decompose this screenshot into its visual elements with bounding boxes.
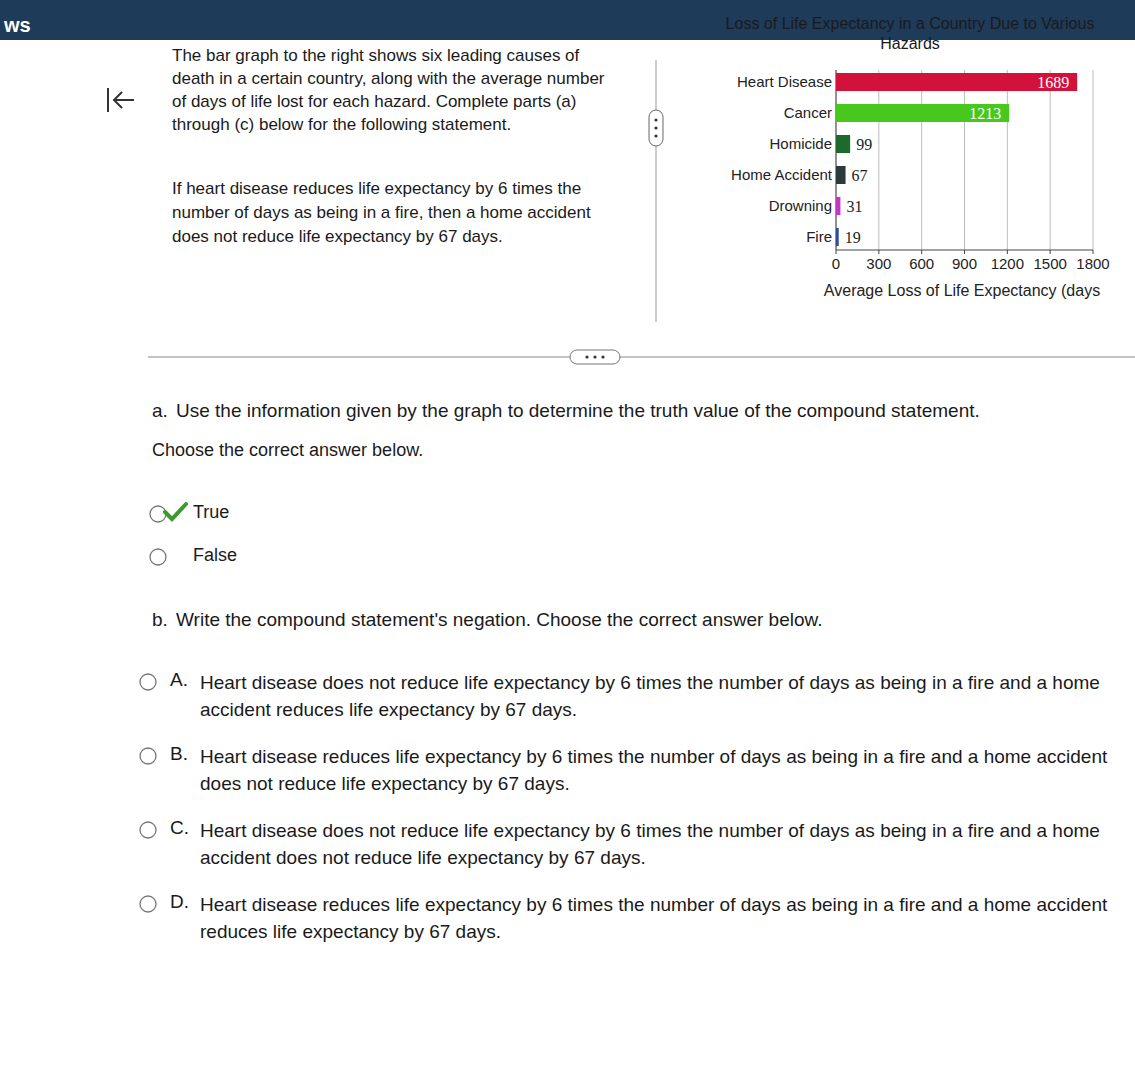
question-prompt: The bar graph to the right shows six lea… [172,44,612,136]
tick-label: 0 [832,255,840,272]
option-text[interactable]: Heart disease does not reduce life expec… [200,817,1120,871]
radio-circle[interactable] [140,822,156,838]
part-question: Write the compound statement's negation.… [176,609,1126,631]
handle-dot [654,118,657,121]
y-axis-line [836,70,837,250]
option-text[interactable]: Heart disease reduces life expectancy by… [200,891,1120,945]
data-label: 1213 [969,105,1001,122]
chart: 0 300 600 900 1200 1500 1800 Heart Disease 1689 C… [731,70,1110,299]
tick-mark [836,250,837,254]
chart-title: Loss of Life Expectancy in a Country Due… [715,14,1105,54]
option-text[interactable]: Heart disease reduces life expectancy by… [200,743,1120,797]
tick-mark [964,250,965,254]
tick-label: 300 [866,255,891,272]
data-label: 19 [845,229,861,246]
option-letter: C. [170,817,189,839]
bars [836,73,1077,246]
grid-line [921,70,922,250]
handle-dot [654,134,657,137]
grid-line [1050,70,1051,250]
tick-mark [1093,250,1094,254]
bar [836,166,846,184]
tick-mark [1050,250,1051,254]
panel-divider [656,60,657,322]
handle-box [649,110,663,146]
data-label: 1689 [1037,74,1069,91]
option-letter: D. [170,891,189,913]
bar [836,73,1077,91]
part-instruction: Choose the correct answer below. [152,440,423,461]
back-button[interactable] [108,88,134,112]
option-label[interactable]: False [193,545,237,566]
pill-box [570,350,620,364]
tick-label: 1200 [991,255,1024,272]
tick-label: 600 [909,255,934,272]
pill-dot [593,355,596,358]
category-label: Fire [806,228,832,245]
radio-option[interactable] [150,549,166,565]
option-letter: B. [170,743,188,765]
bar [836,104,1009,122]
option-letter: A. [170,669,188,691]
x-axis-title: Average Loss of Life Expectancy (days [824,282,1100,299]
bar [836,228,839,246]
pill-dot [601,355,604,358]
handle-dot [654,126,657,129]
tick-label: 1500 [1033,255,1066,272]
radio-circle[interactable] [150,506,166,522]
part-label: b. [152,609,168,631]
pill-dot [585,355,588,358]
bar [836,197,840,215]
data-label: 67 [852,167,868,184]
radio-option[interactable] [150,504,186,522]
check-mark [165,504,186,519]
tick-mark [1007,250,1008,254]
radio-circle[interactable] [140,674,156,690]
radio-circle[interactable] [140,896,156,912]
tick-mark [921,250,922,254]
data-label: 99 [856,136,872,153]
category-label: Heart Disease [737,73,832,90]
tick-mark [878,250,879,254]
grid-line [1007,70,1008,250]
expand-button[interactable] [570,350,620,364]
tick-label: 900 [952,255,977,272]
data-label: 31 [846,198,862,215]
option-label[interactable]: True [193,502,229,523]
option-text[interactable]: Heart disease does not reduce life expec… [200,669,1120,723]
back-arrow [114,92,134,108]
page-graphics: 0 300 600 900 1200 1500 1800 Heart Disease 1689 C… [0,0,1135,1077]
category-label: Home Accident [731,166,833,183]
category-label: Homicide [769,135,832,152]
grid-line [836,70,837,250]
part-label: a. [152,400,168,422]
part-question: Use the information given by the graph t… [176,400,1126,422]
section-divider [148,357,1135,358]
radio-circle[interactable] [150,549,166,565]
divider-handle[interactable] [649,110,663,146]
grid-line [1093,70,1094,250]
grid-line [964,70,965,250]
bar [836,135,850,153]
radio-circle[interactable] [140,748,156,764]
question-statement: If heart disease reduces life expectancy… [172,177,612,249]
header-title: ws [4,14,31,37]
category-label: Cancer [784,104,832,121]
x-axis-line [836,250,1093,251]
tick-label: 1800 [1076,255,1109,272]
category-label: Drowning [769,197,832,214]
back-bar [107,88,109,112]
grid-line [878,70,879,250]
